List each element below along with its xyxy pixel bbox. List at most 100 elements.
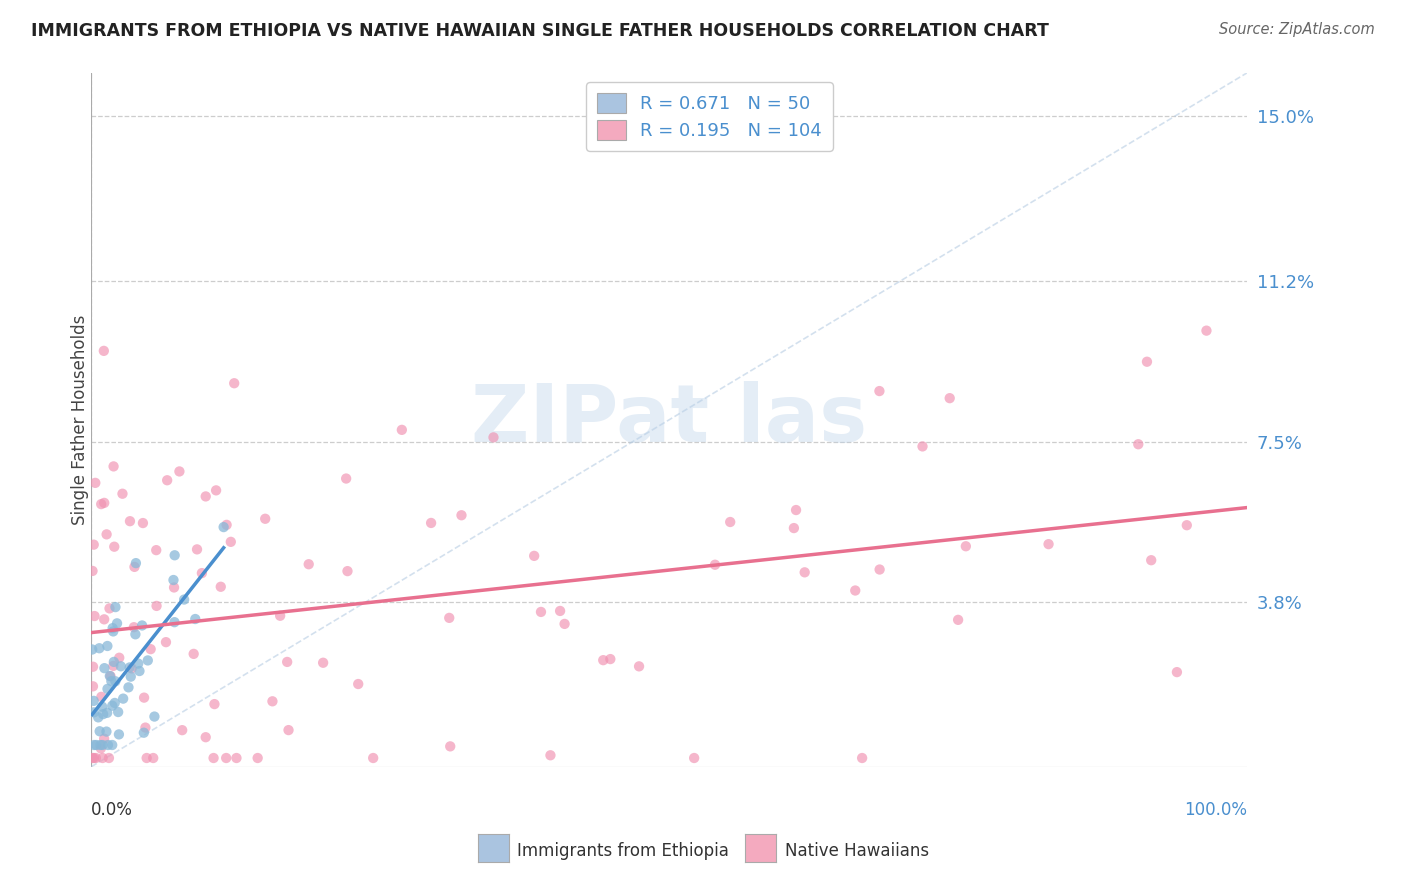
Point xyxy=(911,439,934,453)
Point xyxy=(83,751,105,765)
Point xyxy=(89,738,111,752)
Text: Source: ZipAtlas.com: Source: ZipAtlas.com xyxy=(1219,22,1375,37)
Point xyxy=(145,599,167,613)
Point xyxy=(110,659,132,673)
Point xyxy=(718,515,741,529)
Text: 100.0%: 100.0% xyxy=(1184,801,1247,820)
Point xyxy=(131,618,153,632)
Point xyxy=(105,616,128,631)
Text: IMMIGRANTS FROM ETHIOPIA VS NATIVE HAWAIIAN SINGLE FATHER HOUSEHOLDS CORRELATION: IMMIGRANTS FROM ETHIOPIA VS NATIVE HAWAI… xyxy=(31,22,1049,40)
Point xyxy=(173,592,195,607)
Point xyxy=(156,473,179,487)
Point xyxy=(97,738,120,752)
Text: 0.0%: 0.0% xyxy=(91,801,134,820)
Point xyxy=(118,514,141,528)
Point xyxy=(277,723,299,738)
Point xyxy=(98,669,121,683)
Point xyxy=(215,517,238,532)
Point xyxy=(93,343,115,358)
Point xyxy=(93,496,115,510)
Point xyxy=(155,635,177,649)
Point xyxy=(184,612,207,626)
Point xyxy=(104,696,127,710)
Point xyxy=(91,738,114,752)
Point xyxy=(785,503,807,517)
Point xyxy=(163,581,186,595)
Point xyxy=(83,609,105,624)
Point xyxy=(89,724,111,739)
Point xyxy=(1175,518,1198,533)
Point xyxy=(103,624,125,639)
Point xyxy=(869,562,891,576)
Point xyxy=(82,642,104,657)
Point xyxy=(628,659,651,673)
Point xyxy=(946,613,969,627)
Point xyxy=(391,423,413,437)
Point xyxy=(120,670,142,684)
Point xyxy=(104,600,127,615)
Point xyxy=(269,608,291,623)
Point xyxy=(97,751,120,765)
Point xyxy=(103,655,125,669)
Point xyxy=(83,694,105,708)
Point xyxy=(127,657,149,671)
Point xyxy=(84,475,107,490)
Point xyxy=(336,564,359,578)
Point xyxy=(103,659,125,673)
Point xyxy=(135,751,157,765)
Point xyxy=(793,566,815,580)
Point xyxy=(91,707,114,722)
Point xyxy=(107,705,129,719)
Point xyxy=(938,391,960,405)
Point xyxy=(851,751,873,765)
Point xyxy=(84,751,107,765)
Point xyxy=(215,751,238,765)
Point xyxy=(142,751,165,765)
Point xyxy=(209,580,232,594)
Point xyxy=(1140,553,1163,567)
Point xyxy=(117,681,139,695)
Point xyxy=(212,520,235,534)
Point xyxy=(163,549,186,563)
Point xyxy=(219,534,242,549)
Point xyxy=(143,709,166,723)
Point xyxy=(420,516,443,530)
Point xyxy=(83,738,105,752)
Point xyxy=(538,748,561,763)
Point xyxy=(134,721,156,735)
Point xyxy=(82,679,104,693)
Point xyxy=(523,549,546,563)
Point xyxy=(101,698,124,713)
Point xyxy=(93,661,115,675)
Point xyxy=(186,542,208,557)
Point xyxy=(87,710,110,724)
Point xyxy=(103,459,125,474)
Point xyxy=(82,751,104,765)
Point xyxy=(1038,537,1060,551)
Point xyxy=(1136,355,1159,369)
Point xyxy=(704,558,727,572)
Point xyxy=(335,471,357,485)
Point xyxy=(96,724,118,739)
Point xyxy=(347,677,370,691)
Point xyxy=(82,564,104,578)
Point xyxy=(101,738,124,752)
Point xyxy=(100,674,122,689)
Point xyxy=(128,664,150,678)
Point xyxy=(194,730,217,744)
Point xyxy=(132,516,155,530)
Text: Native Hawaiians: Native Hawaiians xyxy=(785,842,929,860)
Point xyxy=(183,647,205,661)
Point xyxy=(122,620,145,634)
Point xyxy=(93,731,115,746)
Point xyxy=(139,642,162,657)
Point xyxy=(205,483,228,498)
Point xyxy=(136,653,159,667)
Point xyxy=(868,384,890,398)
Point xyxy=(83,706,105,720)
Point xyxy=(96,527,118,541)
Point xyxy=(91,751,114,765)
Point xyxy=(482,430,505,444)
Point xyxy=(783,521,806,535)
Point xyxy=(439,739,461,754)
